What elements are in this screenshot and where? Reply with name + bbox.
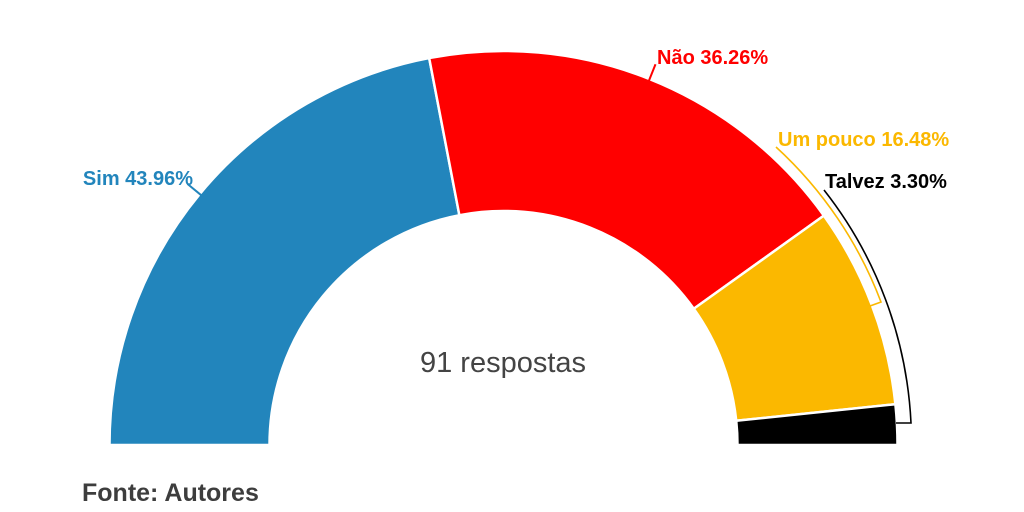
slice-1 [427, 49, 826, 311]
slice-label-sim: Sim 43.96% [82, 168, 193, 190]
slice-label-nao: Não 36.26% [657, 47, 769, 69]
leader-line-0 [186, 183, 203, 197]
leader-line-2 [775, 146, 883, 307]
source-caption: Fonte: Autores [82, 479, 259, 507]
slice-label-talvez: Talvez 3.30% [825, 171, 947, 193]
slice-0 [108, 56, 461, 447]
leader-line-3 [823, 189, 912, 424]
slice-3 [734, 402, 899, 447]
slice-label-um-pouco: Um pouco 16.48% [778, 129, 950, 151]
leader-line-1 [647, 63, 657, 83]
center-total-label: 91 respostas [419, 347, 587, 379]
